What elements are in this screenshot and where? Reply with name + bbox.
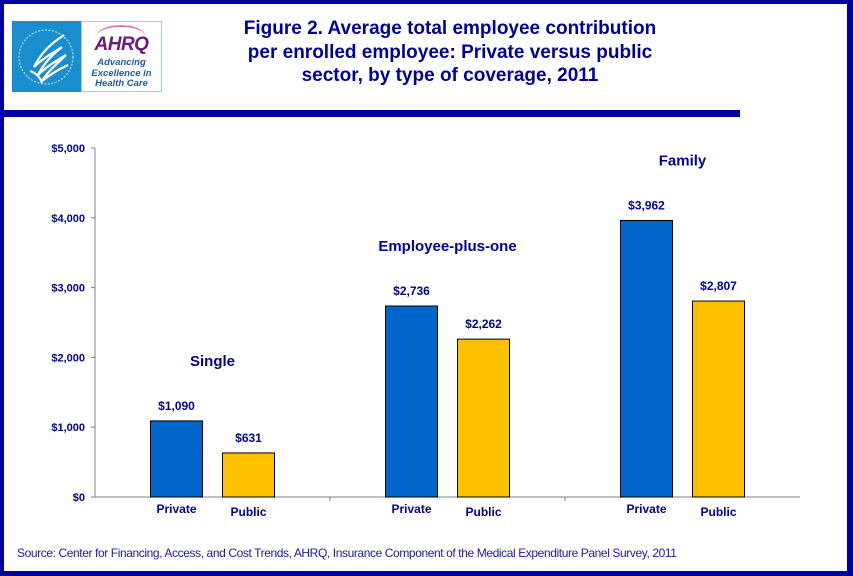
x-tick-label: Public xyxy=(230,505,266,519)
header-divider xyxy=(0,110,740,117)
x-tick-label: Private xyxy=(626,502,666,516)
y-tick-label: $0 xyxy=(73,492,85,504)
y-tick-label: $4,000 xyxy=(51,213,85,225)
hhs-eagle-logo-icon xyxy=(12,21,81,92)
bar-private xyxy=(620,219,673,498)
source-note: Source: Center for Financing, Access, an… xyxy=(17,546,677,560)
data-label: $2,262 xyxy=(465,317,502,331)
category-label: Employee-plus-one xyxy=(378,238,516,255)
x-tick-label: Private xyxy=(156,502,196,516)
category-label: Family xyxy=(659,152,707,169)
title-line-1: Figure 2. Average total employee contrib… xyxy=(243,18,657,39)
frame-right-border xyxy=(847,0,853,576)
frame-top-border xyxy=(0,0,853,4)
category-label: Single xyxy=(190,353,235,370)
y-tick-label: $2,000 xyxy=(51,352,85,364)
x-tick-label: Public xyxy=(700,505,736,519)
ahrq-arc-icon xyxy=(96,25,146,49)
data-label: $2,736 xyxy=(393,284,430,298)
data-label: $1,090 xyxy=(158,399,195,413)
data-label: $631 xyxy=(235,431,262,445)
x-tick-label: Private xyxy=(391,502,431,516)
bar-public xyxy=(457,338,510,498)
bar-public xyxy=(222,452,275,498)
ahrq-tagline: Advancing Excellence in Health Care xyxy=(91,57,152,89)
bar-public xyxy=(692,300,745,498)
bar-private xyxy=(385,305,438,498)
bar-private xyxy=(150,420,203,498)
data-label: $2,807 xyxy=(700,279,737,293)
frame-left-border xyxy=(0,0,4,576)
y-tick-label: $1,000 xyxy=(51,422,85,434)
y-tick-label: $3,000 xyxy=(51,283,85,295)
frame-bottom-border xyxy=(0,571,853,576)
figure-title: Figure 2. Average total employee contrib… xyxy=(205,17,695,88)
ahrq-wordmark: AHRQ xyxy=(94,34,149,55)
x-tick-label: Public xyxy=(465,505,501,519)
title-line-3: sector, by type of coverage, 2011 xyxy=(301,65,599,86)
ahrq-logo: AHRQ Advancing Excellence in Health Care xyxy=(81,21,162,92)
y-tick-label: $5,000 xyxy=(51,143,85,155)
data-label: $3,962 xyxy=(628,198,665,212)
title-line-2: per enrolled employee: Private versus pu… xyxy=(247,41,653,63)
